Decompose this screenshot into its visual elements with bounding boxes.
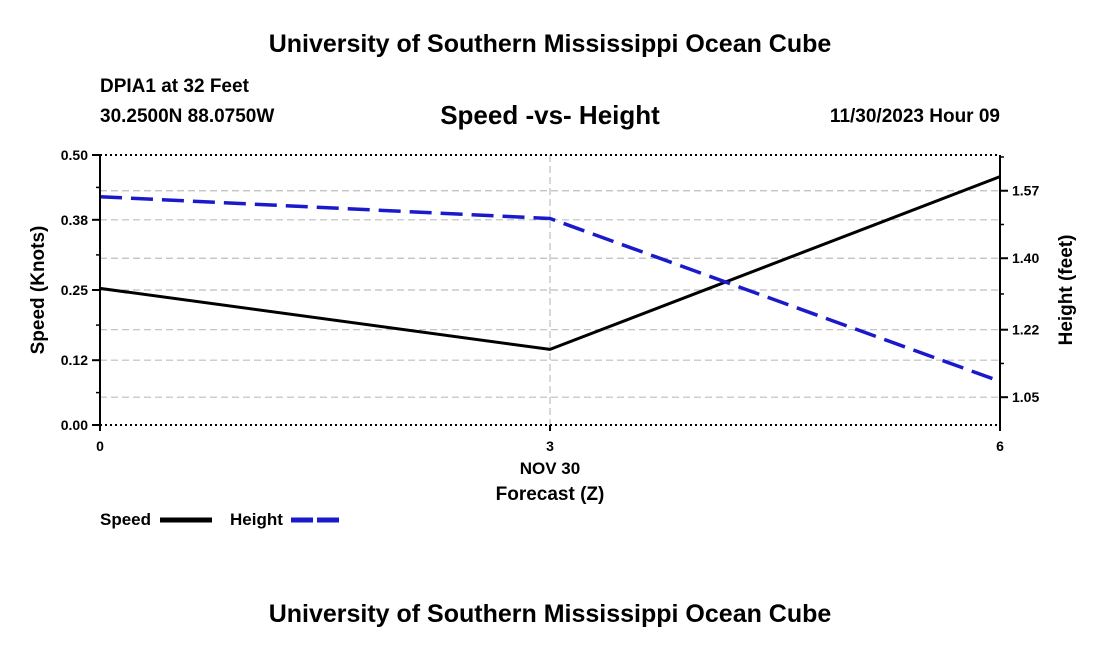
series-line-speed — [99, 175, 1001, 351]
y-tick-label: 0.12 — [61, 352, 88, 368]
x-tick-label: 6 — [996, 438, 1004, 454]
station-name: DPIA1 at 32 Feet — [100, 76, 249, 97]
y-tick-label: 0.50 — [61, 147, 88, 163]
legend: Speed Height — [100, 510, 343, 529]
footer-title: University of Southern Mississippi Ocean… — [268, 600, 832, 628]
legend-label-speed: Speed — [100, 510, 151, 529]
y2-tick-label: 1.40 — [1012, 250, 1039, 266]
y-tick-label: 0.38 — [61, 212, 88, 228]
chart-title: Speed -vs- Height — [440, 100, 660, 130]
x-axis-label: Forecast (Z) — [496, 484, 605, 505]
y2-axis-label: Height (feet) — [1056, 235, 1077, 346]
y-tick-label: 0.00 — [61, 417, 88, 433]
main-title: University of Southern Mississippi Ocean… — [268, 30, 832, 58]
grid-layer — [100, 155, 1000, 425]
y2-tick-label: 1.05 — [1012, 389, 1039, 405]
series-layer — [99, 175, 1001, 383]
x-date-label: NOV 30 — [520, 459, 580, 478]
y-axis-label: Speed (Knots) — [28, 226, 49, 355]
chart-timestamp: 11/30/2023 Hour 09 — [829, 106, 1000, 127]
x-tick-label: 0 — [96, 438, 104, 454]
legend-label-height: Height — [230, 510, 283, 529]
station-coordinates: 30.2500N 88.0750W — [100, 106, 275, 127]
axis-ticks: 0.00 0.12 0.25 0.38 0.50 1.05 1.22 1.40 1.57 0 3 6 — [61, 147, 1040, 454]
y2-tick-label: 1.22 — [1012, 322, 1039, 338]
speed-height-chart: 0.000.120.250.380.501.051.221.401.570 3 6 … — [28, 147, 1077, 529]
y2-tick-label: 1.57 — [1012, 183, 1039, 199]
y-tick-label: 0.25 — [61, 282, 88, 298]
series-line-height — [99, 194, 1001, 383]
x-tick-label: 3 — [546, 438, 554, 454]
